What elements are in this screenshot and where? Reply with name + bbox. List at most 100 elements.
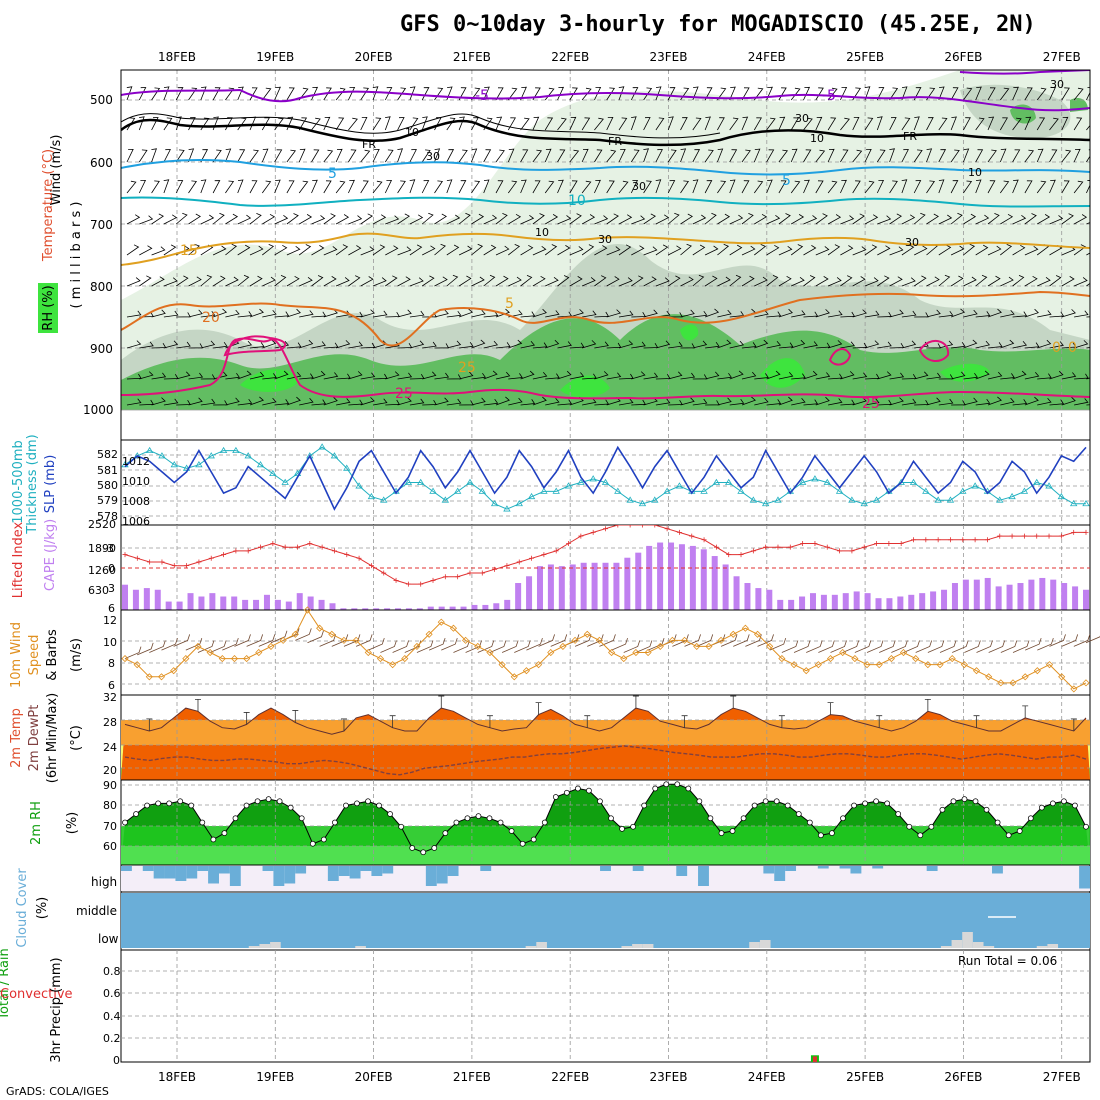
wind-barb bbox=[200, 398, 216, 406]
wind-barb bbox=[434, 180, 444, 194]
wind-barb bbox=[1061, 309, 1076, 318]
wind-barb bbox=[532, 149, 543, 163]
rh2m-point bbox=[519, 840, 526, 847]
wind-point bbox=[802, 667, 810, 675]
wind-barb bbox=[569, 87, 578, 101]
wind-barb bbox=[1037, 398, 1052, 406]
cloud-high-bar bbox=[785, 866, 797, 871]
wind-barb bbox=[876, 116, 883, 131]
wind-barb bbox=[1049, 275, 1062, 287]
wind-barb bbox=[225, 309, 240, 318]
wind-barb bbox=[852, 309, 867, 318]
wind-barb bbox=[741, 342, 757, 349]
wind-barb bbox=[901, 214, 916, 225]
wind-point bbox=[230, 655, 239, 663]
wind-barb bbox=[237, 274, 250, 287]
wind10-barb bbox=[879, 640, 896, 653]
cape-bar bbox=[329, 603, 336, 610]
wind-barb bbox=[139, 341, 154, 349]
wind-barb bbox=[889, 276, 903, 287]
li-point bbox=[455, 574, 461, 580]
rh2m-panel: 90 80 70 60 2m RH (%) bbox=[29, 779, 1091, 866]
wind-barb bbox=[532, 87, 541, 101]
wind-barb bbox=[508, 213, 522, 225]
wind-barb bbox=[618, 398, 634, 406]
slp-thickness-panel: 582 581 580 579 578 1012 1010 1008 1006 … bbox=[11, 434, 1091, 535]
wind-point bbox=[340, 636, 348, 644]
wind-barb bbox=[926, 180, 936, 194]
cloud-high-bar bbox=[436, 866, 448, 884]
li-point bbox=[171, 563, 177, 569]
wind-point bbox=[875, 661, 883, 669]
wind-barb bbox=[409, 244, 423, 256]
wind-barb bbox=[495, 149, 505, 163]
li-tick-6: 6 bbox=[108, 602, 115, 615]
li-point bbox=[1009, 533, 1015, 539]
rh2m-point bbox=[199, 819, 206, 826]
rh2m-point bbox=[475, 813, 482, 819]
wind-barb bbox=[729, 117, 739, 131]
li-point bbox=[492, 566, 498, 572]
wind-point bbox=[1058, 673, 1066, 681]
label-rh-30-d: 30 bbox=[905, 236, 919, 249]
rh2m-point bbox=[497, 819, 504, 826]
rh2m-point bbox=[563, 789, 570, 796]
thickness-point bbox=[614, 487, 622, 494]
wind-point bbox=[449, 624, 458, 632]
thickness-point bbox=[749, 496, 758, 503]
li-point bbox=[837, 548, 843, 554]
cape-bar bbox=[384, 608, 391, 610]
rh2m-point bbox=[751, 802, 758, 809]
wind-barbs bbox=[126, 86, 1090, 406]
rh2m-point bbox=[155, 800, 161, 807]
wind-barb bbox=[323, 396, 338, 406]
li-point bbox=[319, 544, 325, 550]
cloud-low-bar bbox=[983, 946, 995, 948]
wind-barb bbox=[188, 243, 200, 256]
wind-point bbox=[462, 636, 470, 644]
rh2m-point bbox=[773, 798, 780, 805]
wind-barb bbox=[581, 148, 589, 163]
wind-barb bbox=[262, 276, 276, 287]
wind-barb bbox=[274, 370, 289, 380]
thickness-point bbox=[244, 452, 252, 459]
wind-barb bbox=[286, 275, 300, 287]
wind10-barb bbox=[1000, 640, 1018, 653]
thickness-point bbox=[416, 478, 425, 485]
wind-barb bbox=[889, 246, 904, 256]
wind-barb bbox=[803, 399, 819, 406]
wind-barb bbox=[286, 245, 301, 256]
wind-barb bbox=[212, 149, 222, 163]
thick-tick-578: 578 bbox=[97, 510, 118, 523]
ytick-800: 800 bbox=[90, 280, 113, 294]
wind-point bbox=[267, 642, 275, 650]
wind-barb bbox=[569, 372, 585, 380]
ytick-600: 600 bbox=[90, 156, 113, 170]
wind10-barb bbox=[489, 640, 507, 653]
wind-barb bbox=[815, 309, 830, 318]
wind-barb bbox=[557, 311, 573, 318]
wind-barb bbox=[372, 244, 386, 256]
thickness-point bbox=[1033, 478, 1041, 485]
wind-barb bbox=[1036, 180, 1047, 194]
wind-barb bbox=[815, 396, 830, 406]
wind-barb bbox=[323, 246, 338, 256]
ylabel-2m-temp: 2m Temp bbox=[9, 708, 24, 768]
wind-barb bbox=[963, 243, 976, 256]
wind10-barb bbox=[720, 634, 738, 647]
wind-barb bbox=[938, 117, 948, 131]
li-point bbox=[147, 559, 153, 565]
wind-barb bbox=[1061, 372, 1077, 380]
wind-barb bbox=[520, 275, 533, 287]
wind-barb bbox=[630, 87, 639, 101]
cloud-level-middle: middle bbox=[76, 904, 117, 918]
cape-bar bbox=[788, 599, 795, 610]
wind-barb bbox=[741, 149, 751, 163]
rh2m-point bbox=[1083, 823, 1089, 830]
rh2m-point bbox=[961, 796, 968, 802]
top-date-23FEB: 23FEB bbox=[650, 50, 688, 64]
wind-barb bbox=[778, 396, 793, 406]
rh2m-point bbox=[983, 806, 990, 813]
li-point bbox=[344, 552, 350, 558]
thickness-point bbox=[638, 499, 647, 507]
